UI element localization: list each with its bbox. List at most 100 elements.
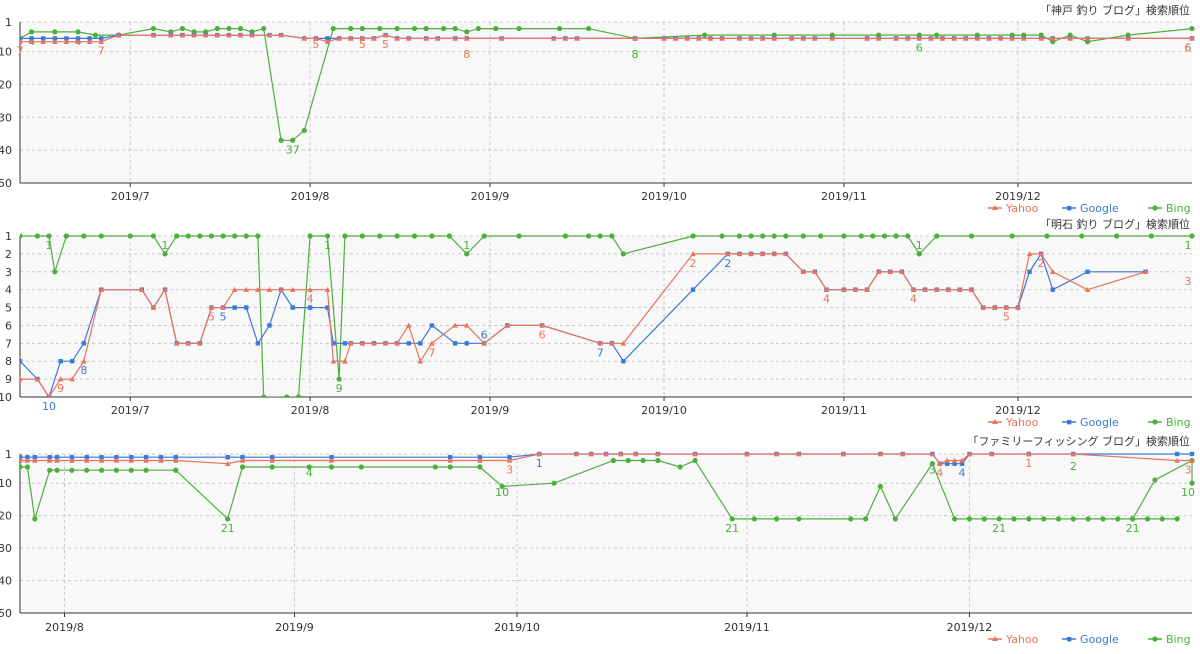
data-label-bing: 1 xyxy=(916,239,923,252)
data-label-bing: 21 xyxy=(1126,522,1140,535)
data-point-google xyxy=(1189,451,1195,457)
data-point-google xyxy=(20,359,23,364)
data-point-google xyxy=(20,36,23,41)
data-point-bing xyxy=(905,233,911,239)
data-point-yahoo xyxy=(423,35,429,41)
data-point-yahoo xyxy=(997,35,1004,41)
data-point-yahoo xyxy=(63,38,70,44)
data-point-google xyxy=(477,455,483,460)
data-point-bing xyxy=(620,251,627,257)
legend-label-bing: Bing xyxy=(1166,416,1191,429)
data-point-yahoo xyxy=(504,322,511,328)
data-point-google xyxy=(25,455,30,460)
data-point-bing xyxy=(81,233,87,239)
data-point-yahoo xyxy=(800,268,807,275)
data-point-yahoo xyxy=(307,286,313,292)
data-point-bing xyxy=(173,467,179,473)
data-point-yahoo xyxy=(498,35,505,41)
data-point-bing xyxy=(52,269,58,275)
data-point-bing xyxy=(214,25,220,32)
data-point-yahoo xyxy=(812,268,818,275)
data-point-yahoo xyxy=(463,35,470,41)
data-point-yahoo xyxy=(447,457,454,463)
data-point-yahoo xyxy=(893,35,899,41)
data-point-yahoo xyxy=(1009,35,1015,41)
data-point-yahoo xyxy=(661,35,667,41)
data-point-yahoo xyxy=(249,32,255,38)
data-point-bing xyxy=(301,127,307,134)
data-point-bing xyxy=(128,467,134,473)
data-point-yahoo xyxy=(696,35,702,41)
data-point-yahoo xyxy=(394,35,400,41)
data-point-yahoo xyxy=(1049,268,1056,275)
data-point-yahoo xyxy=(841,286,847,292)
data-point-yahoo xyxy=(224,460,231,466)
data-point-yahoo xyxy=(347,340,354,346)
data-point-google xyxy=(329,455,334,460)
legend: Yahoo Google Bing xyxy=(988,416,1191,429)
data-point-bing xyxy=(1085,516,1091,522)
data-point-yahoo xyxy=(1174,457,1180,463)
y-tick-label: 40 xyxy=(0,575,12,588)
data-point-google xyxy=(959,461,965,466)
data-point-bing xyxy=(841,233,847,239)
data-point-yahoo xyxy=(904,35,911,41)
data-point-bing xyxy=(440,25,447,32)
data-point-google xyxy=(143,455,149,460)
data-point-bing xyxy=(818,233,824,239)
x-tick-label: 2019/7 xyxy=(111,190,150,203)
data-point-yahoo xyxy=(655,451,661,457)
data-point-google xyxy=(452,341,458,346)
data-point-bing xyxy=(63,233,70,239)
data-point-yahoo xyxy=(328,457,335,463)
x-tick-label: 2019/9 xyxy=(471,404,510,417)
data-point-bing xyxy=(870,233,876,239)
data-point-yahoo xyxy=(150,304,157,310)
data-point-bing xyxy=(800,233,806,239)
data-point-yahoo xyxy=(128,457,135,463)
data-label-yahoo: 7 xyxy=(17,45,24,58)
data-point-yahoo xyxy=(46,457,53,463)
data-point-bing xyxy=(481,233,487,239)
data-point-bing xyxy=(981,516,987,522)
data-point-google xyxy=(81,341,87,346)
data-point-bing xyxy=(493,25,499,32)
data-point-yahoo xyxy=(736,35,743,41)
data-point-bing xyxy=(848,516,854,522)
x-tick-label: 2019/7 xyxy=(111,404,150,417)
data-label-bing: 21 xyxy=(725,522,739,535)
data-point-bing xyxy=(69,467,75,473)
legend-marker-bing xyxy=(1152,419,1158,425)
data-label-yahoo: 2 xyxy=(1038,257,1045,270)
data-point-bing xyxy=(113,467,120,473)
data-point-yahoo xyxy=(574,35,580,41)
y-tick-label: 4 xyxy=(5,284,12,297)
data-point-bing xyxy=(929,461,935,467)
y-tick-label: 10 xyxy=(0,46,12,59)
data-point-google xyxy=(99,455,104,460)
chart-title: 「ファミリーフィッシング ブログ」検索順位 xyxy=(967,434,1190,448)
data-point-google xyxy=(54,455,60,460)
data-point-yahoo xyxy=(588,451,594,457)
data-point-bing xyxy=(1115,516,1121,522)
data-label-bing: 1 xyxy=(463,239,470,252)
data-point-bing xyxy=(934,32,940,38)
data-point-bing xyxy=(220,233,226,239)
data-label-yahoo: 5 xyxy=(208,311,215,324)
y-tick-label: 10 xyxy=(0,477,12,490)
data-point-yahoo xyxy=(237,32,244,38)
data-point-google xyxy=(952,461,957,466)
data-label-bing: 21 xyxy=(992,522,1006,535)
data-point-bing xyxy=(197,233,203,239)
data-point-yahoo xyxy=(289,286,296,292)
data-label-yahoo: 5 xyxy=(1003,311,1010,324)
data-point-bing xyxy=(477,464,483,470)
data-point-yahoo xyxy=(477,457,483,463)
data-point-yahoo xyxy=(539,322,545,328)
data-point-bing xyxy=(429,233,435,239)
data-label-yahoo: 7 xyxy=(98,45,105,58)
data-point-yahoo xyxy=(481,340,487,346)
data-point-yahoo xyxy=(1020,35,1027,41)
data-point-yahoo xyxy=(936,460,943,466)
y-tick-label: 3 xyxy=(5,266,12,279)
